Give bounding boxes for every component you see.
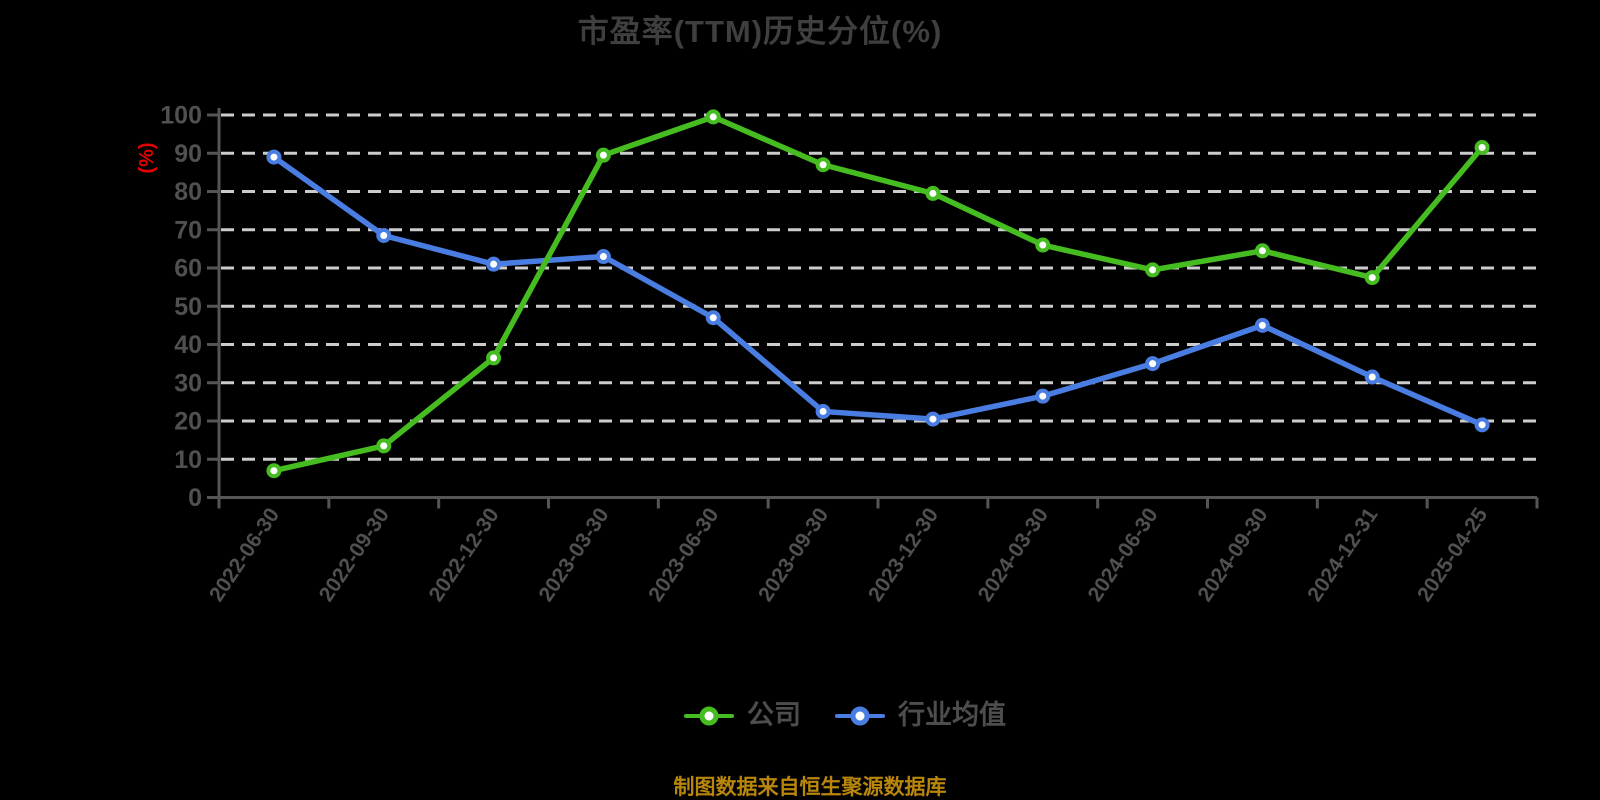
svg-text:2022-06-30: 2022-06-30 bbox=[205, 504, 284, 606]
industry-point bbox=[486, 256, 502, 272]
svg-text:10: 10 bbox=[174, 446, 202, 474]
industry-point bbox=[595, 249, 611, 265]
company-point bbox=[1145, 262, 1161, 278]
svg-text:2023-03-30: 2023-03-30 bbox=[534, 504, 613, 606]
svg-text:2023-09-30: 2023-09-30 bbox=[754, 504, 833, 606]
x-axis-labels: 2022-06-30 2022-09-30 2022-12-30 2023-03-30… bbox=[205, 504, 1492, 606]
company-point bbox=[595, 147, 611, 163]
industry-point bbox=[266, 149, 282, 165]
industry-point bbox=[1145, 356, 1161, 372]
legend: 公司 行业均值 bbox=[90, 702, 1600, 729]
svg-text:2023-06-30: 2023-06-30 bbox=[644, 504, 723, 606]
svg-text:2022-09-30: 2022-09-30 bbox=[315, 504, 394, 606]
industry-point bbox=[1035, 388, 1051, 404]
company-point bbox=[815, 157, 831, 173]
industry-series-marker-icon bbox=[835, 706, 885, 726]
industry-point bbox=[815, 403, 831, 419]
industry-point bbox=[1474, 417, 1490, 433]
company-point bbox=[1474, 140, 1490, 156]
company-series bbox=[266, 109, 1490, 479]
data-source-note: 制图数据来自恒生聚源数据库 bbox=[673, 776, 947, 799]
company-point bbox=[1254, 243, 1270, 259]
company-point bbox=[1035, 237, 1051, 253]
svg-text:80: 80 bbox=[174, 178, 202, 206]
svg-text:40: 40 bbox=[174, 331, 202, 359]
chart-title: 市盈率(TTM)历史分位(%) bbox=[577, 14, 943, 49]
svg-text:100: 100 bbox=[160, 102, 202, 130]
svg-text:2024-09-30: 2024-09-30 bbox=[1193, 504, 1272, 606]
svg-text:2024-03-30: 2024-03-30 bbox=[974, 504, 1053, 606]
industry-series bbox=[266, 149, 1490, 433]
svg-text:0: 0 bbox=[188, 484, 202, 512]
company-point bbox=[925, 185, 941, 201]
industry-point bbox=[1254, 317, 1270, 333]
svg-text:2022-12-30: 2022-12-30 bbox=[425, 504, 504, 606]
legend-item-company[interactable]: 公司 bbox=[684, 702, 801, 729]
svg-text:70: 70 bbox=[174, 216, 202, 244]
legend-label-industry: 行业均值 bbox=[898, 700, 1006, 730]
industry-point bbox=[925, 411, 941, 427]
industry-point bbox=[376, 227, 392, 243]
company-point bbox=[1364, 270, 1380, 286]
svg-text:2024-12-31: 2024-12-31 bbox=[1303, 504, 1382, 606]
company-point bbox=[266, 463, 282, 479]
svg-text:90: 90 bbox=[174, 140, 202, 168]
industry-line bbox=[271, 154, 1485, 428]
industry-point bbox=[1364, 369, 1380, 385]
legend-item-industry[interactable]: 行业均值 bbox=[835, 702, 1006, 729]
company-series-marker-icon bbox=[684, 706, 734, 726]
svg-text:2024-06-30: 2024-06-30 bbox=[1084, 504, 1163, 606]
svg-text:60: 60 bbox=[174, 255, 202, 283]
svg-text:50: 50 bbox=[174, 293, 202, 321]
industry-point bbox=[705, 310, 721, 326]
company-point bbox=[705, 109, 721, 125]
company-line bbox=[271, 114, 1485, 474]
axes bbox=[207, 108, 1539, 509]
company-point bbox=[486, 350, 502, 366]
legend-label-company: 公司 bbox=[747, 700, 801, 730]
svg-text:2025-04-25: 2025-04-25 bbox=[1413, 504, 1492, 606]
y-axis-unit-label: (%) bbox=[136, 142, 158, 173]
svg-text:30: 30 bbox=[174, 369, 202, 397]
svg-text:2023-12-30: 2023-12-30 bbox=[864, 504, 943, 606]
company-point bbox=[376, 438, 392, 454]
gridlines bbox=[221, 113, 1537, 461]
y-axis-labels: 0 10 20 30 40 50 60 70 80 90 100 bbox=[160, 102, 202, 513]
svg-text:20: 20 bbox=[174, 408, 202, 436]
